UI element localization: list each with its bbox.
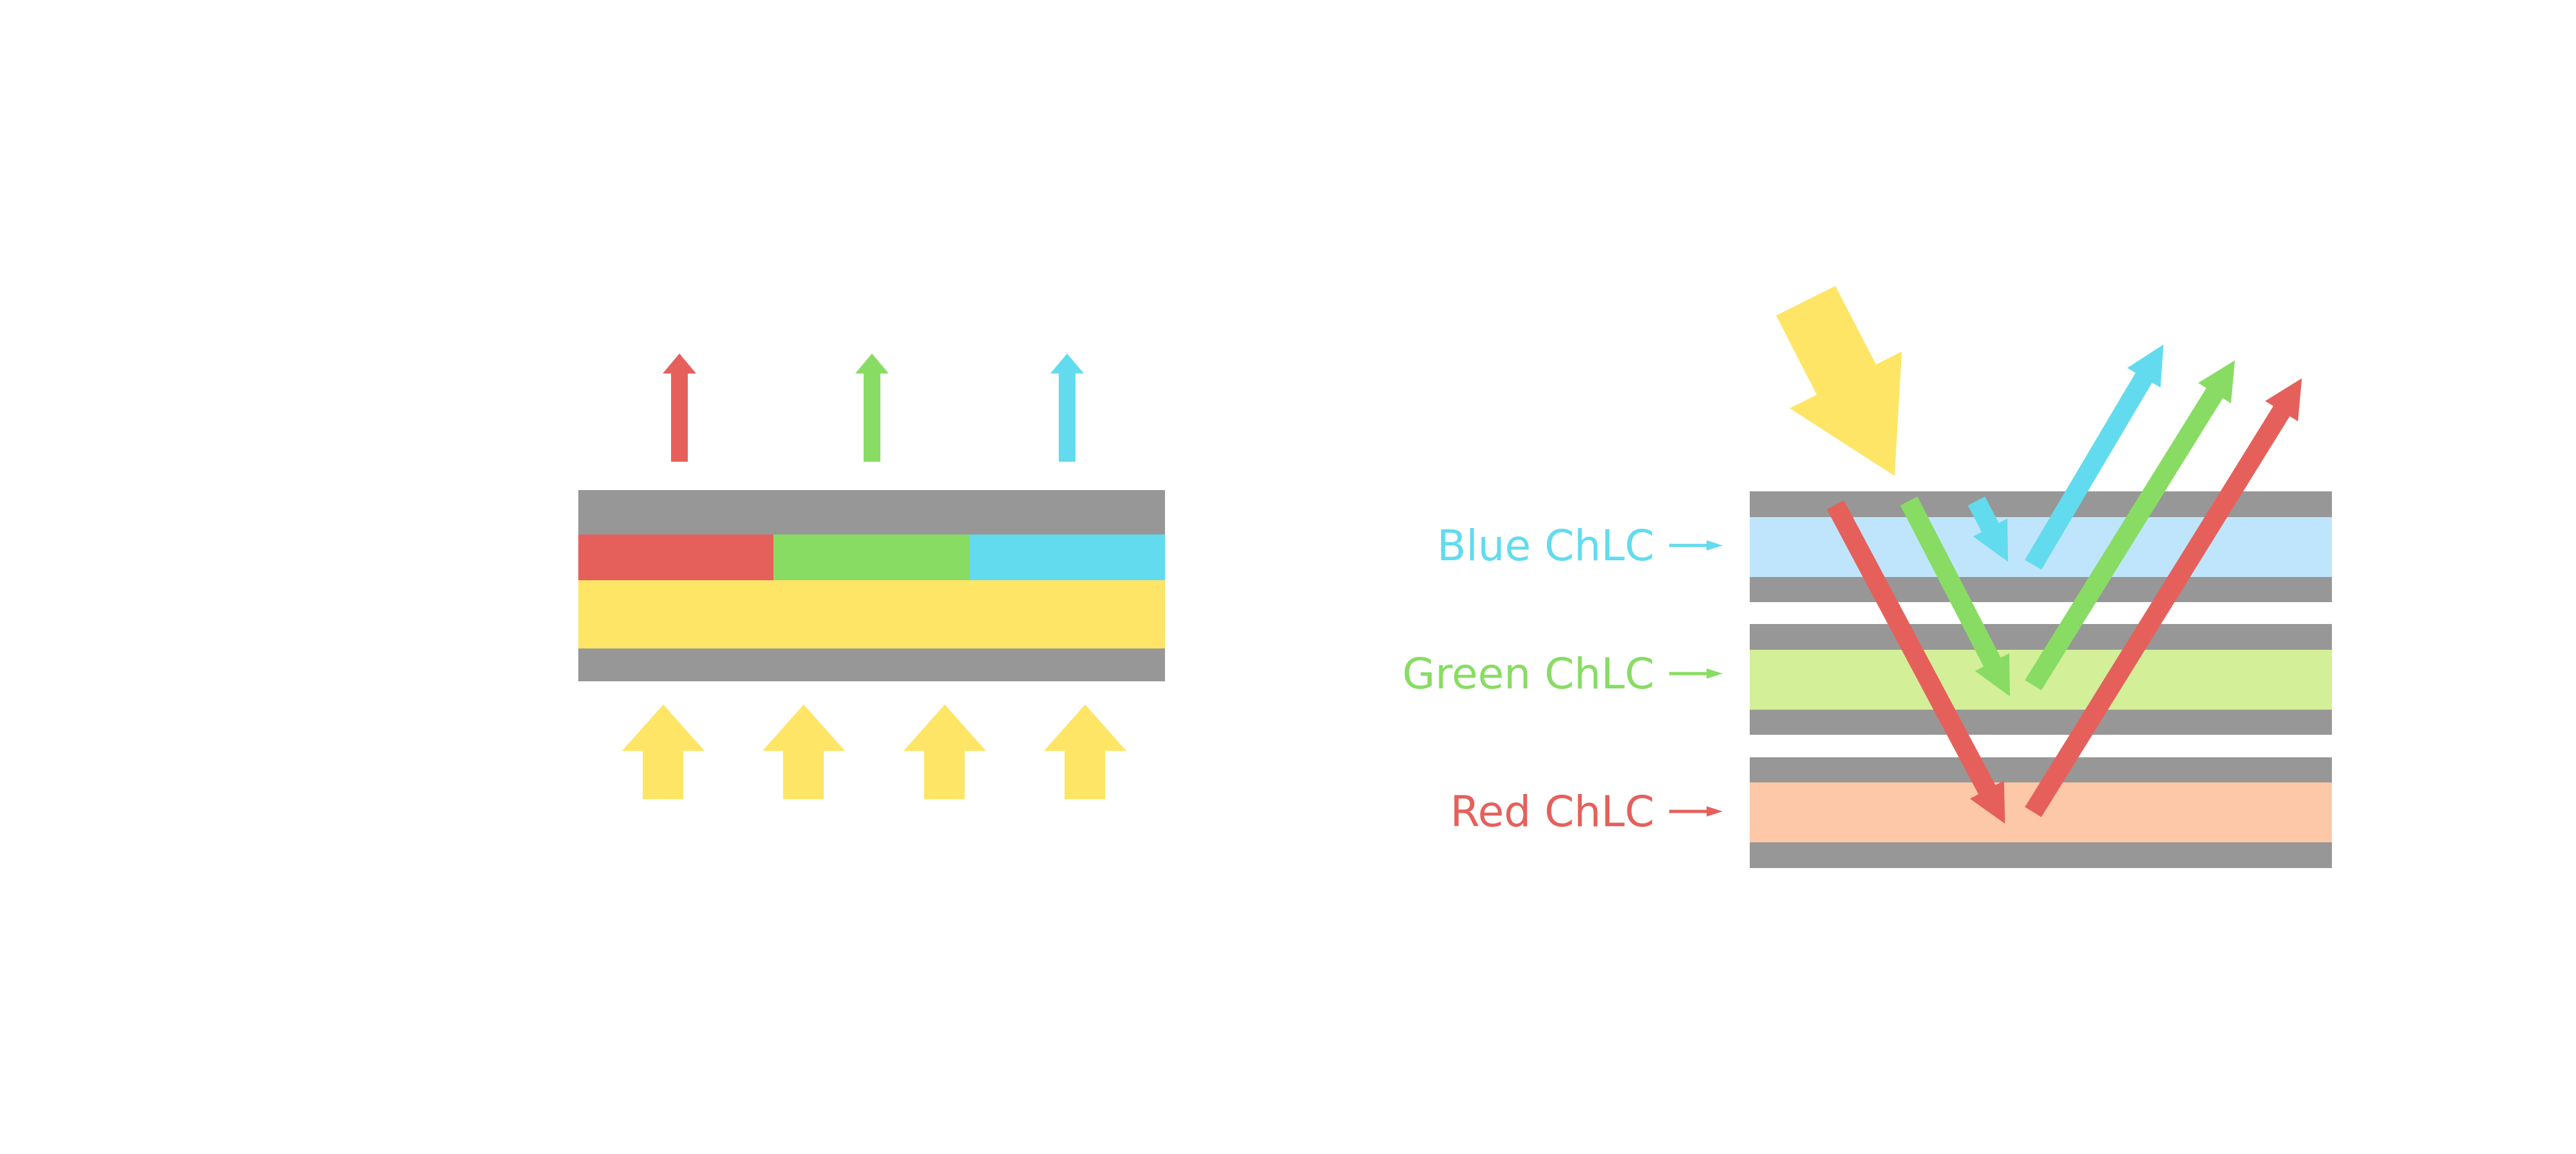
red-label-arrow bbox=[1669, 806, 1723, 817]
blue-incident-ray bbox=[1967, 497, 2009, 562]
backlight-arrow bbox=[1044, 705, 1126, 799]
top-substrate bbox=[578, 490, 1165, 534]
green-chlc-label: Green ChLC bbox=[1402, 649, 1654, 699]
red-chlc-label: Red ChLC bbox=[1450, 787, 1654, 837]
blue-reflected-ray bbox=[2025, 344, 2164, 570]
green-reflected-ray bbox=[2025, 360, 2235, 690]
blue-up-arrow bbox=[1050, 354, 1084, 462]
emitted-arrows bbox=[663, 354, 1084, 462]
blue-chlc-label: Blue ChLC bbox=[1437, 521, 1654, 571]
left-diagram bbox=[578, 354, 1165, 799]
blue-filter bbox=[969, 534, 1165, 580]
blue-label-arrow bbox=[1669, 540, 1723, 551]
bottom-substrate bbox=[578, 648, 1165, 681]
right-diagram: Blue ChLC Green ChLC Red ChLC bbox=[1402, 286, 2332, 868]
layer-labels: Blue ChLC Green ChLC Red ChLC bbox=[1402, 521, 1723, 837]
yellow-emitter-layer bbox=[578, 580, 1165, 648]
green-incident-ray bbox=[1900, 497, 2010, 697]
red-filter bbox=[578, 534, 773, 580]
red-incident-ray bbox=[1826, 500, 2005, 824]
green-filter bbox=[773, 534, 969, 580]
backlight-arrows bbox=[622, 705, 1126, 799]
green-label-arrow bbox=[1669, 668, 1723, 679]
backlight-arrow bbox=[622, 705, 705, 799]
red-chlc-stack bbox=[1750, 757, 2332, 868]
red-up-arrow bbox=[663, 354, 696, 462]
backlight-arrow bbox=[904, 705, 986, 799]
incident-light-arrow bbox=[1776, 286, 1902, 476]
backlight-arrow bbox=[762, 705, 845, 799]
green-up-arrow bbox=[855, 354, 889, 462]
red-reflected-ray bbox=[2025, 378, 2302, 817]
